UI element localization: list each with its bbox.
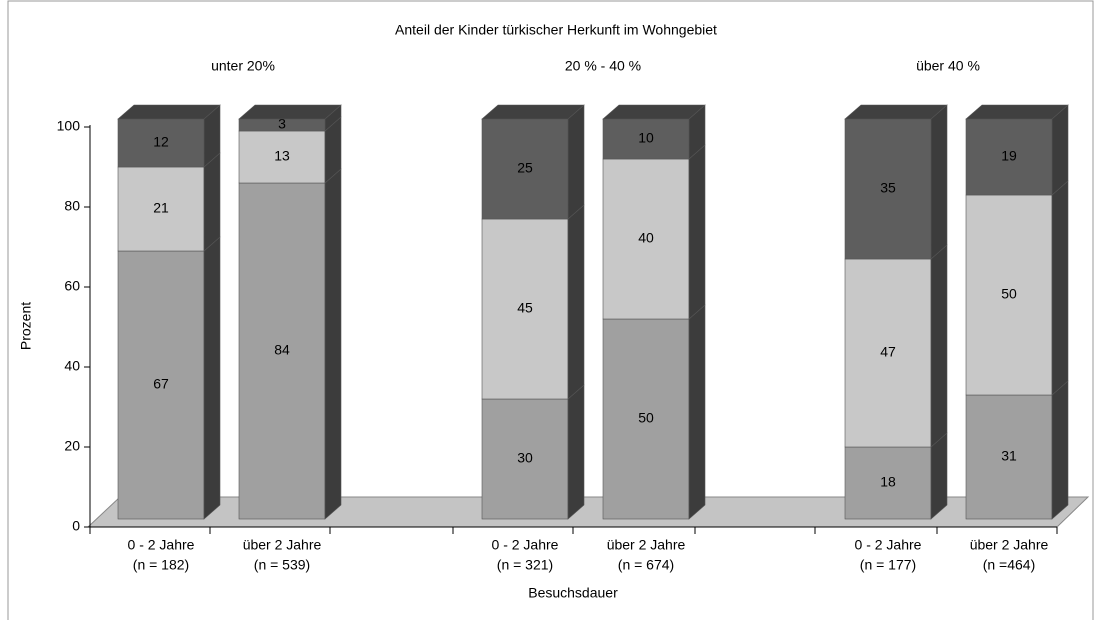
bar-side [1051,104,1069,196]
bar-segment [965,118,1053,196]
x-tick-label: 0 - 2 Jahre [855,537,922,553]
bar-side [567,204,585,400]
x-tick-note: (n = 674) [618,557,674,573]
y-tick-label: 20 [64,438,80,454]
bar-side [688,144,706,320]
x-tick-note: (n = 182) [133,557,189,573]
x-tick-label: 0 - 2 Jahre [128,537,195,553]
y-tick-label: 40 [64,358,80,374]
x-tick-label: 0 - 2 Jahre [492,537,559,553]
bar-segment [481,118,569,220]
value-label: 50 [638,410,654,426]
y-tick-label: 60 [64,278,80,294]
value-label: 18 [880,474,896,490]
bar-segment [117,118,205,168]
bar-side [930,104,948,260]
bar-top [602,104,706,120]
group-label: 20 % - 40 % [565,58,641,74]
group-label: unter 20% [211,58,275,74]
bar-segment [844,446,932,520]
y-axis-label: Prozent [18,302,34,350]
y-tick-label: 100 [57,118,81,134]
bar-side [324,168,342,520]
bar-side [688,304,706,520]
bar-side [930,244,948,448]
value-label: 35 [880,180,896,196]
value-label: 30 [517,450,533,466]
value-label: 31 [1001,448,1017,464]
bar-side [203,152,221,252]
value-label: 19 [1001,148,1017,164]
bar-top [844,104,948,120]
x-tick-note: (n = 177) [860,557,916,573]
bar-segment [238,130,326,184]
bar-segment [238,182,326,520]
bar-segment [481,398,569,520]
bar-segment [965,394,1053,520]
bar-side [1051,380,1069,520]
bar-segment [602,318,690,520]
value-label: 25 [517,160,533,176]
bar-segment [602,158,690,320]
value-label: 10 [638,130,654,146]
value-label: 47 [880,344,896,360]
bar-top [481,104,585,120]
bar-side [930,432,948,520]
y-tick-label: 80 [64,198,80,214]
bar-segment [844,118,932,260]
x-tick-note: (n = 539) [254,557,310,573]
value-label: 40 [638,230,654,246]
x-tick-label: über 2 Jahre [970,537,1049,553]
frame [7,0,1094,620]
value-label: 3 [278,116,286,132]
bar-segment [602,118,690,160]
bar-segment [481,218,569,400]
value-label: 12 [153,134,169,150]
bar-side [567,104,585,220]
y-tick-label: 0 [72,518,80,534]
value-label: 84 [274,342,290,358]
value-label: 67 [153,376,169,392]
bar-top [238,104,342,120]
value-label: 13 [274,148,290,164]
x-tick-label: über 2 Jahre [607,537,686,553]
value-label: 45 [517,300,533,316]
value-label: 50 [1001,286,1017,302]
bar-top [117,104,221,120]
bar-side [1051,180,1069,396]
group-label: über 40 % [916,58,980,74]
bar-segment [965,194,1053,396]
bar-top [965,104,1069,120]
x-axis-label: Besuchsdauer [528,585,618,601]
bar-side [567,384,585,520]
x-tick-note: (n = 321) [497,557,553,573]
bar-side [203,236,221,520]
chart-title: Anteil der Kinder türkischer Herkunft im… [395,22,717,38]
x-tick-label: über 2 Jahre [243,537,322,553]
bar-segment [844,258,932,448]
value-label: 21 [153,200,169,216]
x-tick-note: (n =464) [983,557,1036,573]
